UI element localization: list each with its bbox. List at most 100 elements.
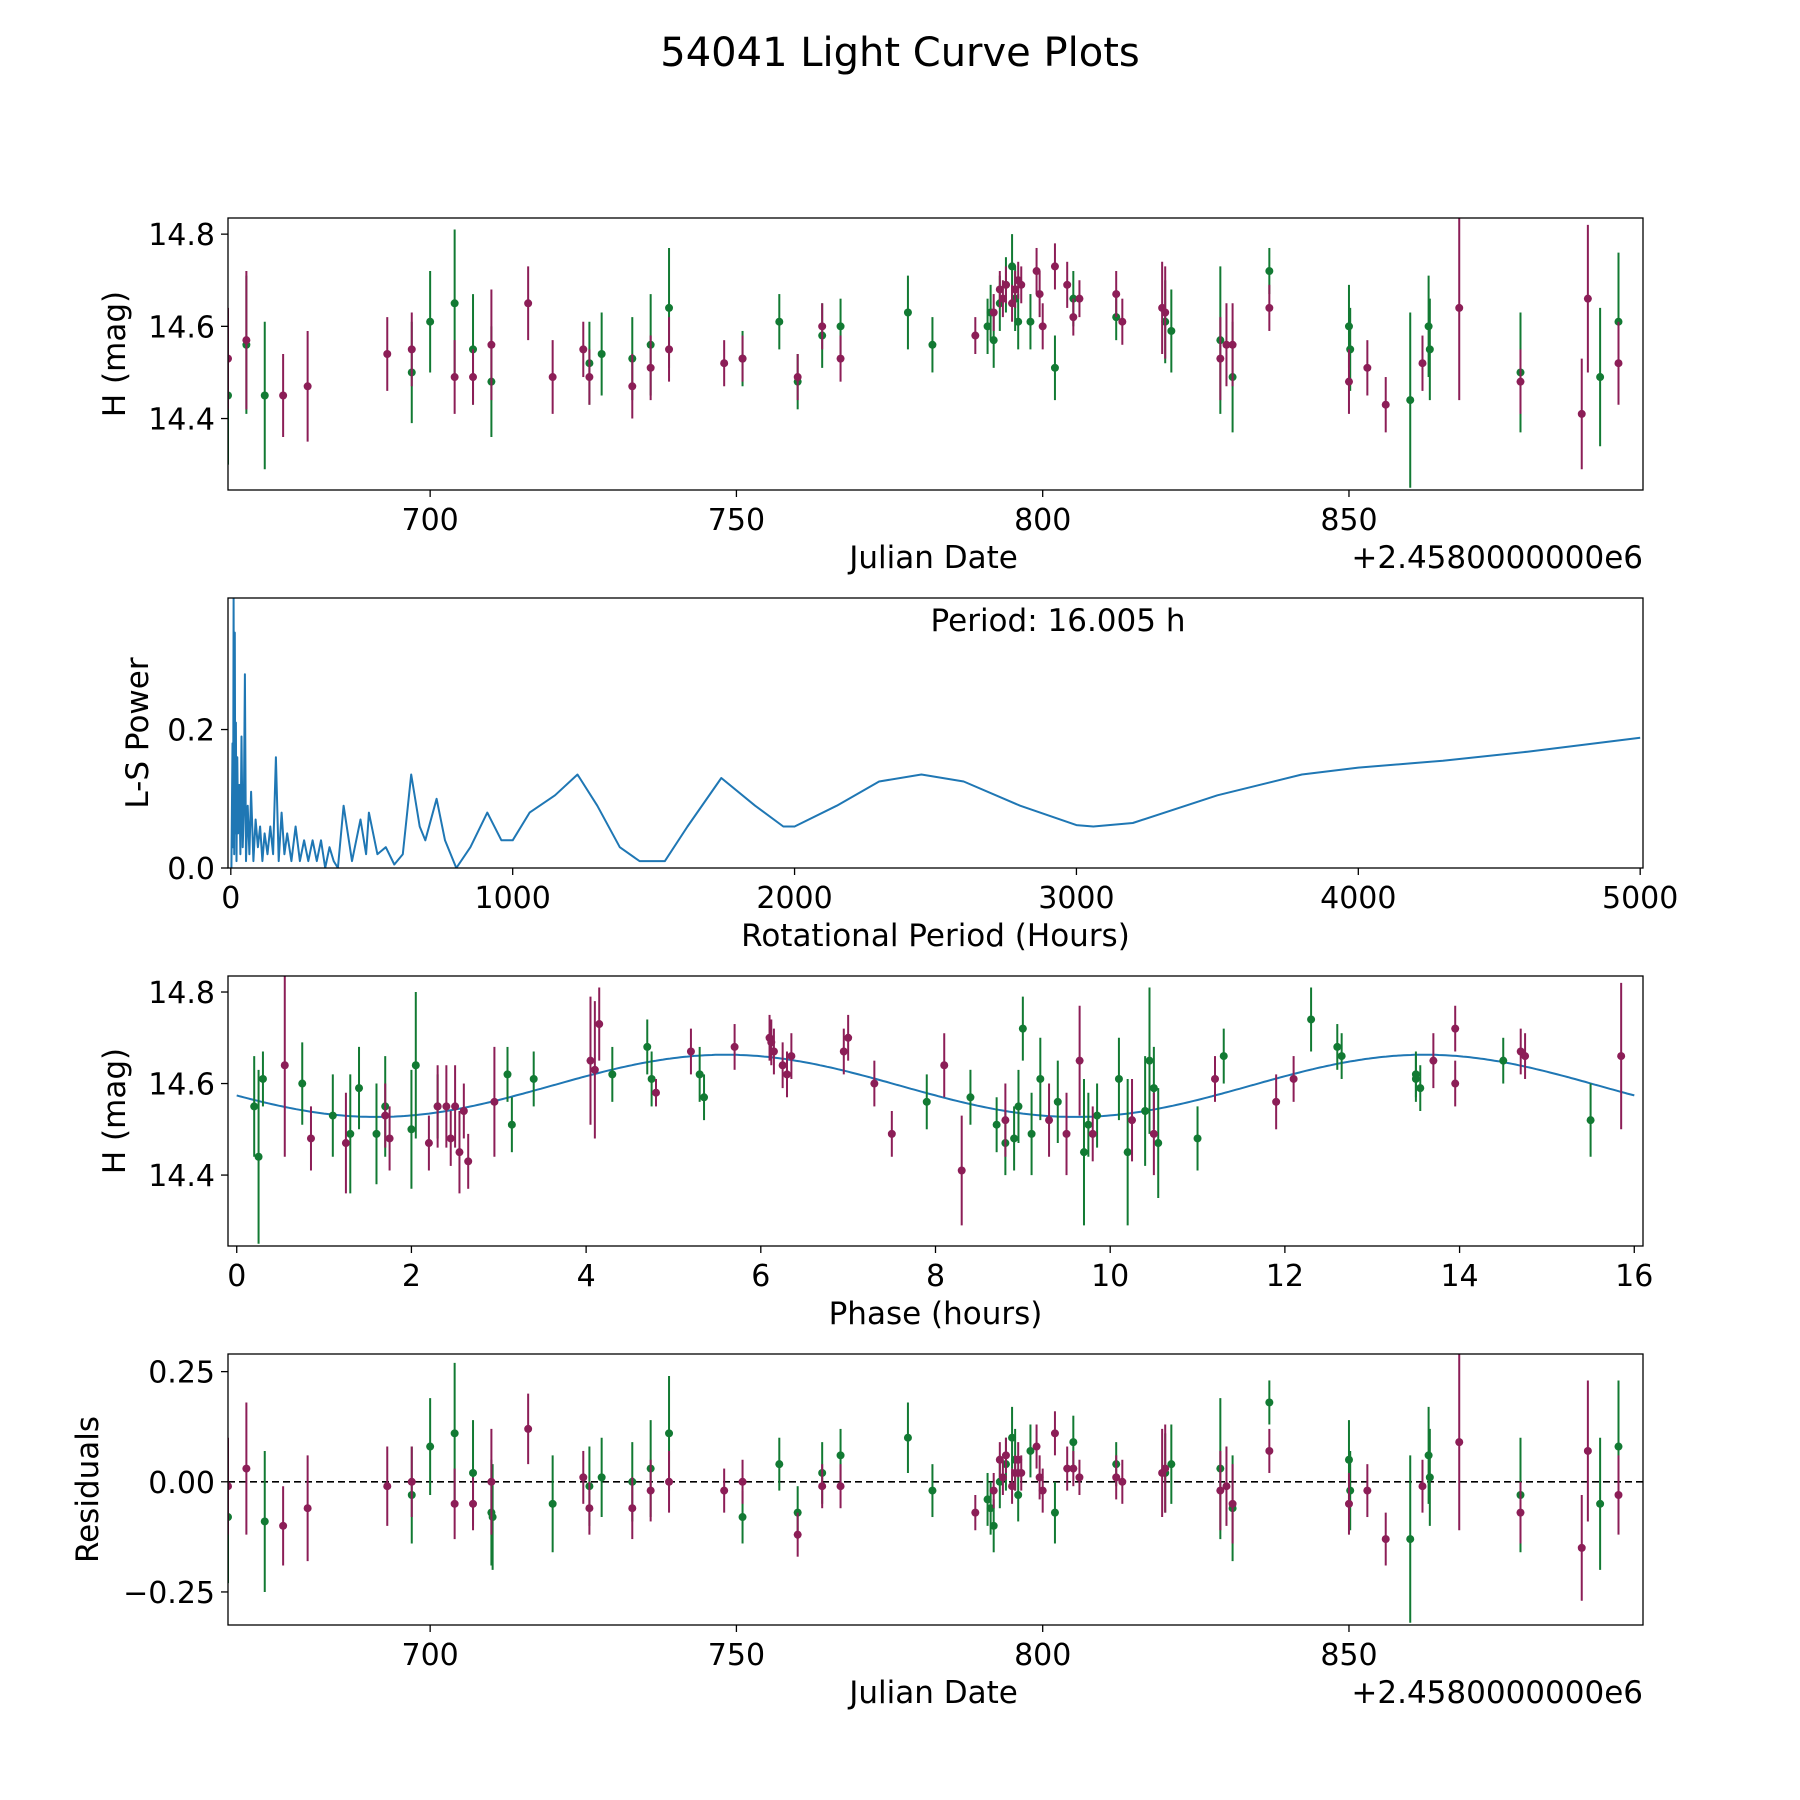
x-tick-label: 2000: [756, 881, 832, 916]
data-point: [1583, 294, 1592, 303]
x-offset-label: +2.4580000000e6: [1351, 1675, 1643, 1711]
data-point: [306, 1134, 315, 1143]
data-point: [836, 1482, 845, 1491]
data-point: [459, 1107, 468, 1115]
data-point: [1499, 1056, 1508, 1065]
data-point: [966, 1093, 975, 1102]
data-point: [1344, 1455, 1353, 1464]
data-point: [844, 1033, 853, 1042]
data-point: [503, 1070, 512, 1079]
data-point: [1010, 1134, 1019, 1143]
data-point: [983, 1495, 992, 1504]
data-point: [1586, 1116, 1595, 1125]
data-point: [1167, 1460, 1176, 1469]
data-point: [647, 1074, 656, 1083]
data-point: [818, 322, 827, 331]
data-point: [971, 1508, 980, 1517]
data-point: [1035, 1473, 1044, 1482]
x-tick-label: 10: [1091, 1259, 1129, 1294]
phased-curve-panel: 0 2 4 6 8 10 12 14 16 14.4 14.6 14.8 Phase (hours) H …: [97, 975, 1653, 1332]
data-point: [1577, 409, 1586, 418]
data-point: [1038, 1486, 1047, 1495]
data-point: [1123, 1148, 1132, 1157]
data-point: [1614, 1491, 1623, 1500]
data-point: [628, 1504, 637, 1513]
data-point: [957, 1166, 966, 1175]
data-point: [469, 373, 478, 382]
data-point: [1045, 1116, 1054, 1125]
data-point: [1381, 1535, 1390, 1544]
data-point: [279, 1521, 288, 1530]
data-point: [1141, 1107, 1150, 1115]
data-point: [775, 1460, 784, 1469]
data-point: [1228, 340, 1237, 349]
data-point: [995, 285, 1004, 294]
series-green: [250, 987, 1595, 1244]
data-point: [585, 1504, 594, 1513]
data-point: [1001, 1451, 1010, 1460]
data-point: [787, 1052, 796, 1061]
data-point: [1451, 1079, 1460, 1088]
x-axis-label: Phase (hours): [829, 1296, 1043, 1332]
period-annotation: Period: 16.005 h: [931, 603, 1186, 639]
data-point: [998, 1473, 1007, 1482]
x-tick-label: 1000: [475, 881, 551, 916]
data-point: [242, 336, 251, 345]
data-point: [1011, 1468, 1020, 1477]
data-point: [1265, 1398, 1274, 1407]
data-point: [1018, 1024, 1027, 1033]
data-point: [303, 1504, 312, 1513]
data-point: [1346, 1486, 1355, 1495]
data-point: [995, 1455, 1004, 1464]
data-point: [1219, 1052, 1228, 1061]
data-point: [590, 1065, 599, 1074]
x-tick-label: 0: [221, 881, 240, 916]
data-point: [487, 1477, 496, 1486]
data-point: [1014, 1102, 1023, 1111]
data-point: [1084, 1120, 1093, 1129]
data-point: [646, 363, 655, 372]
data-point: [1001, 1116, 1010, 1125]
data-point: [836, 354, 845, 363]
data-point: [1265, 1446, 1274, 1455]
data-point: [1216, 354, 1225, 363]
data-point: [426, 317, 435, 326]
x-tick-label: 0: [227, 1259, 246, 1294]
data-point: [585, 373, 594, 382]
data-point: [1149, 1084, 1158, 1093]
data-point: [597, 1473, 606, 1482]
data-point: [818, 1482, 827, 1491]
data-point: [665, 345, 674, 354]
y-tick-label: 14.6: [148, 1068, 215, 1103]
data-point: [1411, 1070, 1420, 1079]
data-point: [1346, 345, 1355, 354]
x-tick-label: 800: [1014, 503, 1071, 538]
data-point: [1026, 1446, 1035, 1455]
data-point: [1216, 1486, 1225, 1495]
data-point: [433, 1102, 442, 1111]
data-point: [250, 1102, 259, 1111]
data-point: [451, 1102, 460, 1111]
data-point: [1050, 1508, 1059, 1517]
residuals-panel: 700 750 800 850 −0.25 0.00 0.25 Julian Date Resi…: [70, 1353, 1644, 1711]
data-point: [1032, 1442, 1041, 1451]
data-point: [989, 1521, 998, 1530]
data-point: [1272, 1097, 1281, 1106]
data-point: [385, 1134, 394, 1143]
x-offset-label: +2.4580000000e6: [1351, 540, 1643, 576]
data-point: [989, 336, 998, 345]
data-point: [1363, 1486, 1372, 1495]
data-point: [665, 1429, 674, 1438]
data-point: [1112, 1473, 1121, 1482]
data-point: [1289, 1074, 1298, 1083]
data-point: [998, 294, 1007, 303]
series-green: [228, 1362, 1623, 1623]
data-point: [450, 299, 459, 308]
light-curve-panel: 700 750 800 850 14.4 14.6 14.8 Julian Date H (ma…: [97, 217, 1644, 576]
data-point: [1128, 1116, 1137, 1125]
data-point: [1344, 377, 1353, 386]
data-point: [646, 1486, 655, 1495]
data-point: [1114, 1074, 1123, 1083]
data-point: [1161, 308, 1170, 317]
